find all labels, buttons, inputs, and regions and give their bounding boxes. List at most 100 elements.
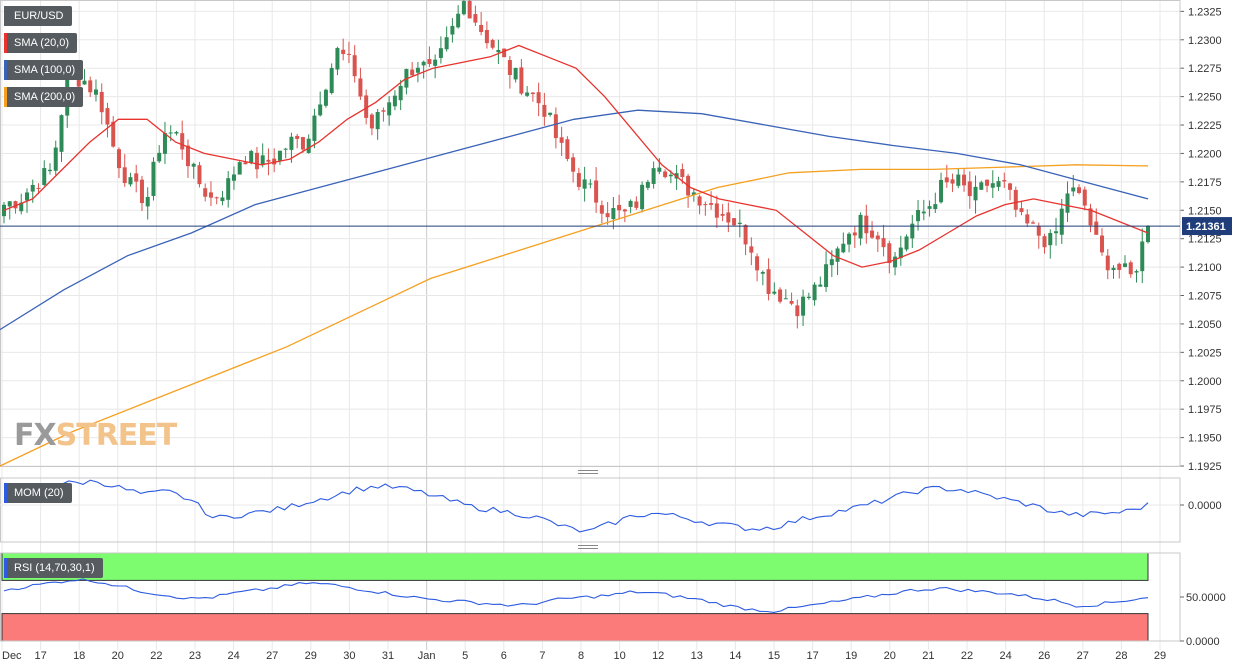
x-tick-label: 20 [884, 650, 896, 662]
pane-splitter-2[interactable] [578, 545, 598, 549]
candle-body [128, 177, 133, 185]
candle-body [1048, 232, 1053, 246]
candle-body [53, 147, 58, 171]
candle-body [42, 168, 47, 185]
candle-body [553, 114, 558, 139]
candle-body [622, 209, 627, 212]
candle-body [1059, 208, 1064, 235]
x-tick-label: 10 [613, 650, 625, 662]
watermark-street: STREET [55, 418, 178, 453]
candle-body [645, 181, 650, 188]
pane-splitter-1[interactable] [578, 470, 598, 474]
candle-body [312, 115, 317, 141]
candle-body [444, 37, 449, 50]
candle-body [93, 89, 98, 95]
y-tick-label: 1.1975 [1188, 404, 1222, 416]
candle-body [737, 222, 742, 224]
y-tick-label: 1.2025 [1188, 347, 1222, 359]
x-tick-label: 5 [462, 650, 468, 662]
candle-body [381, 110, 386, 112]
candle-body [139, 179, 144, 204]
candle-body [921, 211, 926, 214]
candle-body [1002, 179, 1007, 182]
candle-body [634, 201, 639, 208]
legend-sma20-tag[interactable]: SMA (20,0) [4, 33, 78, 53]
candle-body [467, 0, 472, 19]
candle-body [990, 183, 995, 188]
candle-body [479, 24, 484, 33]
candle-body [548, 112, 553, 115]
candle-body [824, 264, 829, 288]
candle-body [329, 67, 334, 93]
candle-body [1117, 263, 1122, 270]
candle-body [789, 300, 794, 304]
x-tick-label: 23 [189, 650, 201, 662]
rsi-line [3, 578, 1149, 613]
candle-body [732, 218, 737, 226]
candle-body [24, 192, 29, 201]
candle-body [525, 92, 530, 96]
candle-body [415, 67, 420, 73]
legend-sma100-tag[interactable]: SMA (100,0) [4, 60, 84, 80]
legend-swatch [4, 6, 7, 26]
candle-body [714, 203, 719, 218]
legend-sma20-swatch [4, 33, 7, 53]
candle-body [939, 179, 944, 203]
candle-body [122, 167, 127, 184]
candle-body [174, 132, 179, 134]
candle-body [887, 243, 892, 264]
y-tick-label: 1.2275 [1188, 63, 1222, 75]
legend-sma200-label: SMA (200,0) [14, 91, 76, 103]
x-tick-label: 27 [1077, 650, 1089, 662]
candle-body [1128, 262, 1133, 275]
price-pane-border [0, 0, 1181, 467]
candle-body [484, 29, 489, 44]
x-tick-label: 14 [729, 650, 741, 662]
candle-body [203, 188, 208, 197]
legend-rsi-tag[interactable]: RSI (14,70,30,1) [4, 558, 103, 578]
legend-sma20-label: SMA (20,0) [14, 37, 70, 49]
candle-body [185, 145, 190, 167]
candle-body [427, 59, 432, 64]
y-tick-label: 1.2125 [1188, 234, 1222, 246]
legend-sma100-label: SMA (100,0) [14, 64, 76, 76]
x-tick-label: 24 [227, 650, 239, 662]
watermark-fx: FX [14, 418, 57, 453]
candle-body [582, 179, 587, 189]
candle-body [433, 59, 438, 66]
candle-body [743, 224, 748, 245]
candle-body [1140, 241, 1145, 272]
legend-rsi-swatch [4, 558, 7, 578]
candle-body [387, 102, 392, 116]
x-tick-label: 29 [1154, 650, 1166, 662]
candle-body [933, 204, 938, 210]
candle-body [157, 152, 162, 162]
candle-body [208, 192, 213, 198]
candle-body [13, 201, 18, 209]
fxstreet-watermark: FXSTREET [14, 418, 178, 453]
candle-body [962, 174, 967, 186]
sma20-line [3, 44, 1149, 268]
candle-body [818, 284, 823, 287]
legend-sma200-swatch [4, 87, 7, 107]
candle-body [162, 133, 167, 154]
candle-body [657, 167, 662, 172]
x-tick-label: Jan [418, 650, 436, 662]
legend-mom-label: MOM (20) [14, 487, 64, 499]
legend-sma200-tag[interactable]: SMA (200,0) [4, 87, 84, 107]
candle-body [1036, 226, 1041, 236]
x-tick-label: 6 [501, 650, 507, 662]
mom-tick-label: 0.0000 [1188, 500, 1222, 512]
candle-body [2, 204, 6, 217]
legend-pair-tag[interactable]: EUR/USD [4, 6, 72, 26]
candle-body [605, 213, 610, 218]
legend-mom-tag[interactable]: MOM (20) [4, 483, 72, 503]
candle-body [323, 89, 328, 106]
candle-body [778, 289, 783, 302]
y-tick-label: 1.2150 [1188, 205, 1222, 217]
candle-body [1082, 189, 1087, 206]
candle-body [1031, 222, 1036, 224]
candle-body [214, 197, 219, 199]
